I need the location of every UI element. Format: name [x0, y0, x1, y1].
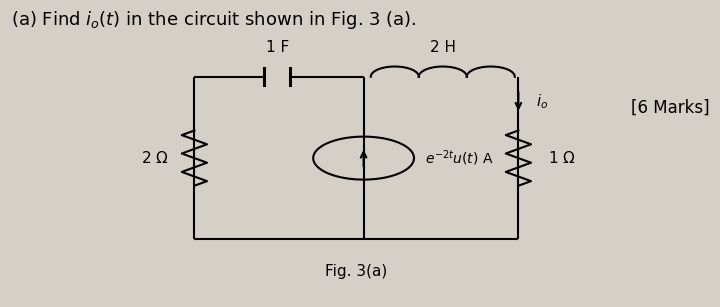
Text: $i_o$: $i_o$ — [536, 92, 549, 111]
Text: 1 $\Omega$: 1 $\Omega$ — [548, 150, 575, 166]
Text: [6 Marks]: [6 Marks] — [631, 98, 709, 116]
Text: Fig. 3(a): Fig. 3(a) — [325, 264, 387, 279]
Text: $e^{-2t}u(t)$ A: $e^{-2t}u(t)$ A — [425, 148, 493, 168]
Text: 1 F: 1 F — [266, 40, 289, 55]
Text: 2 H: 2 H — [430, 40, 456, 55]
Text: (a) Find $i_o(t)$ in the circuit shown in Fig. 3 (a).: (a) Find $i_o(t)$ in the circuit shown i… — [11, 9, 416, 31]
Text: 2 $\Omega$: 2 $\Omega$ — [141, 150, 168, 166]
